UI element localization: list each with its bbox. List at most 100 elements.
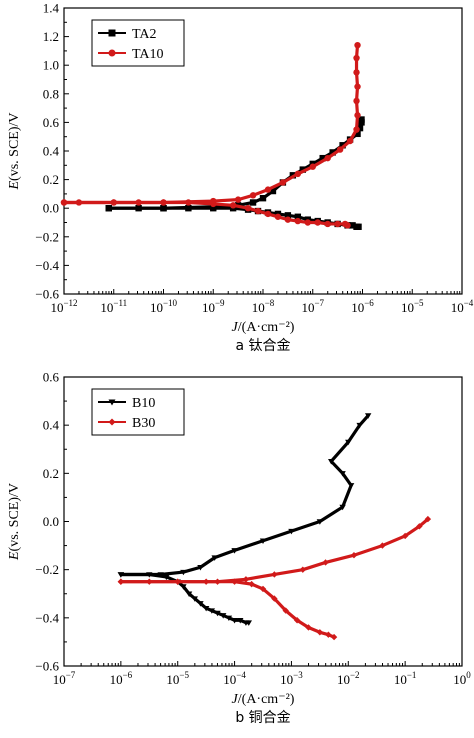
y-tick-label: 0.2 xyxy=(43,172,59,187)
data-point xyxy=(314,219,321,226)
x-tick-label: 10−2 xyxy=(337,670,360,687)
legend-marker xyxy=(108,29,116,37)
cathodic-branch-line xyxy=(120,580,335,639)
data-point xyxy=(353,69,360,76)
data-point xyxy=(180,584,187,590)
data-point xyxy=(160,199,167,206)
data-point xyxy=(328,459,335,465)
data-point xyxy=(157,572,164,578)
data-point xyxy=(364,413,372,419)
x-tick-label: 10−5 xyxy=(401,298,424,315)
data-point xyxy=(294,170,302,178)
series-TA10 xyxy=(60,41,361,229)
data-point xyxy=(299,566,306,573)
data-point xyxy=(197,565,204,571)
data-point xyxy=(60,199,68,206)
x-tick-label: 10−9 xyxy=(202,298,225,315)
x-tick-label: 10−3 xyxy=(280,670,303,687)
data-point xyxy=(354,41,361,49)
data-point xyxy=(163,574,170,581)
data-point xyxy=(271,595,278,602)
x-tick-label: 10−12 xyxy=(50,298,77,315)
data-point xyxy=(358,116,365,123)
data-point xyxy=(248,580,255,588)
y-tick-label: 0.4 xyxy=(43,144,60,159)
data-point xyxy=(211,555,218,561)
data-point xyxy=(345,439,352,446)
data-point xyxy=(264,186,272,193)
data-point xyxy=(229,202,237,209)
data-point xyxy=(242,576,250,583)
data-point xyxy=(293,617,301,624)
data-point xyxy=(353,54,360,62)
data-point xyxy=(316,629,324,636)
legend-box xyxy=(91,388,185,436)
y-tick-label: −0.4 xyxy=(35,610,59,625)
y-tick-label: −0.4 xyxy=(35,258,59,273)
data-point xyxy=(117,572,125,578)
x-tick-label: 10−4 xyxy=(223,670,246,687)
x-tick-label: 10−1 xyxy=(394,670,417,687)
anodic-branch-line xyxy=(108,119,364,210)
data-point xyxy=(379,542,386,549)
y-axis-label: E(vs. SCE)/V xyxy=(7,483,22,561)
data-point xyxy=(294,213,302,220)
y-tick-label: −0.6 xyxy=(35,659,59,674)
data-point xyxy=(354,130,361,138)
legend-label: B10 xyxy=(132,396,155,411)
x-axis-label: J/(A·cm⁻²) xyxy=(232,692,295,707)
y-tick-label: 0.0 xyxy=(43,514,59,529)
data-point xyxy=(117,578,125,585)
data-point xyxy=(185,591,193,597)
data-point xyxy=(231,618,238,624)
data-point xyxy=(160,205,167,212)
data-point xyxy=(330,633,338,641)
data-point xyxy=(356,422,363,429)
data-point xyxy=(234,196,242,203)
data-point xyxy=(191,596,198,602)
data-point xyxy=(356,124,364,132)
data-point xyxy=(225,615,233,622)
data-point xyxy=(354,83,361,90)
data-point xyxy=(353,126,360,133)
data-point xyxy=(424,515,432,523)
data-point xyxy=(110,199,117,206)
data-point xyxy=(319,154,326,162)
data-point xyxy=(237,618,244,624)
x-tick-label: 10−10 xyxy=(150,298,178,315)
chart-1: −0.6 −0.4 −0.2 0.0 0.2 0.4 0.6 10−7 10−6 10−5 10−4… xyxy=(7,370,471,727)
data-point xyxy=(305,624,312,631)
y-tick-label: 0.8 xyxy=(43,86,59,101)
data-point xyxy=(339,504,346,511)
data-point xyxy=(269,187,277,195)
y-tick-label: 0.2 xyxy=(43,466,59,481)
legend-label: B30 xyxy=(132,416,155,431)
data-point xyxy=(294,217,302,225)
data-point xyxy=(284,216,292,223)
data-point xyxy=(346,137,354,145)
data-point xyxy=(174,578,181,585)
y-tick-label: 0.6 xyxy=(43,370,60,385)
y-tick-label: 0.0 xyxy=(43,201,59,216)
data-point xyxy=(197,601,204,607)
data-point xyxy=(282,607,289,614)
legend-box xyxy=(91,19,185,67)
data-point xyxy=(254,207,262,215)
data-point xyxy=(299,166,306,173)
data-point xyxy=(284,212,292,219)
chart-caption: b 铜合金 xyxy=(235,710,290,726)
anodic-branch-line xyxy=(120,414,370,577)
data-point xyxy=(105,205,112,212)
data-point xyxy=(324,154,331,162)
data-point xyxy=(304,219,311,226)
data-point xyxy=(334,220,341,228)
data-point xyxy=(325,631,332,638)
series-TA2 xyxy=(105,116,365,230)
data-point xyxy=(202,605,210,612)
data-point xyxy=(245,620,252,626)
anodic-branch-line xyxy=(120,517,429,584)
data-point xyxy=(309,163,316,170)
x-tick-label: 10−11 xyxy=(100,298,127,315)
data-point xyxy=(244,205,252,212)
